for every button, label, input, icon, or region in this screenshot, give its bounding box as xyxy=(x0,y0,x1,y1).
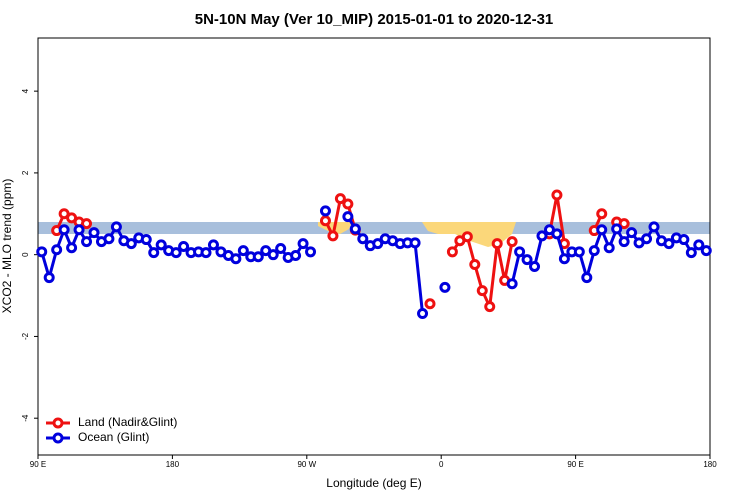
data-point xyxy=(409,237,421,249)
data-point xyxy=(148,247,160,259)
data-point xyxy=(529,261,541,273)
data-point xyxy=(417,308,429,320)
data-point xyxy=(103,233,115,245)
data-point xyxy=(551,189,563,201)
data-point xyxy=(230,253,242,265)
data-point xyxy=(558,253,570,265)
plot-frame xyxy=(37,37,711,456)
y-tick-label: 4 xyxy=(21,88,30,93)
x-tick-label: 90 E xyxy=(30,460,46,469)
data-point xyxy=(140,234,152,246)
data-point xyxy=(536,230,548,242)
data-point xyxy=(685,247,697,259)
data-point xyxy=(349,223,361,235)
data-point xyxy=(663,238,675,250)
data-point xyxy=(603,242,615,254)
data-point xyxy=(506,278,518,290)
data-point xyxy=(596,224,608,236)
y-tick-label: -2 xyxy=(21,332,30,340)
data-point xyxy=(319,215,331,227)
data-point xyxy=(237,245,249,257)
x-tick-label: 90 E xyxy=(567,460,583,469)
y-axis-label: XCO2 - MLO trend (ppm) xyxy=(0,179,14,314)
data-point xyxy=(611,223,623,235)
data-point xyxy=(305,246,317,258)
data-point xyxy=(342,211,354,223)
data-point xyxy=(596,208,608,220)
data-point xyxy=(252,251,264,263)
data-point xyxy=(641,233,653,245)
data-point xyxy=(618,236,630,248)
data-point xyxy=(342,198,354,210)
y-tick-label: -4 xyxy=(21,414,30,422)
data-point xyxy=(334,193,346,205)
data-point xyxy=(521,254,533,266)
data-point xyxy=(491,238,503,250)
data-point xyxy=(275,243,287,255)
data-point xyxy=(476,285,488,297)
data-point xyxy=(484,301,496,313)
data-point xyxy=(267,249,279,261)
x-tick-label: 180 xyxy=(166,460,180,469)
reference-band xyxy=(38,222,710,234)
legend-marker xyxy=(52,417,64,429)
data-point xyxy=(43,272,55,284)
x-tick-label: 90 W xyxy=(297,460,316,469)
data-point xyxy=(648,221,660,233)
data-point xyxy=(110,221,122,233)
data-point xyxy=(439,281,451,293)
data-point xyxy=(51,244,63,256)
x-tick-label: 180 xyxy=(703,460,717,469)
data-point xyxy=(700,245,712,257)
data-point xyxy=(297,238,309,250)
y-tick-label: 2 xyxy=(21,170,30,175)
x-axis-label: Longitude (deg E) xyxy=(326,476,421,490)
data-point xyxy=(469,258,481,270)
data-point xyxy=(506,236,518,248)
data-point xyxy=(581,272,593,284)
data-point xyxy=(446,246,458,258)
data-point xyxy=(88,227,100,239)
legend-label: Land (Nadir&Glint) xyxy=(78,415,177,429)
y-tick-label: 0 xyxy=(21,252,30,257)
data-point xyxy=(125,238,137,250)
legend-marker xyxy=(52,432,64,444)
data-point xyxy=(178,241,190,252)
data-point xyxy=(170,247,182,259)
chart-title: 5N-10N May (Ver 10_MIP) 2015-01-01 to 20… xyxy=(195,11,554,28)
data-point xyxy=(36,246,48,258)
data-point xyxy=(66,242,78,254)
data-point xyxy=(588,245,600,257)
data-point xyxy=(327,230,339,242)
data-point xyxy=(573,246,585,258)
data-point xyxy=(58,224,70,236)
data-point xyxy=(693,239,705,251)
data-point xyxy=(551,228,563,240)
data-point xyxy=(207,239,219,251)
data-point xyxy=(319,205,331,217)
data-point xyxy=(357,233,369,245)
data-point xyxy=(461,231,473,243)
data-point xyxy=(155,239,167,251)
legend-label: Ocean (Glint) xyxy=(78,430,149,444)
data-point xyxy=(618,218,630,230)
data-point xyxy=(290,249,302,261)
data-point xyxy=(73,224,85,236)
data-point xyxy=(81,236,93,248)
data-point xyxy=(81,218,93,230)
x-tick-label: 0 xyxy=(439,460,444,469)
data-point xyxy=(678,234,690,246)
data-point xyxy=(200,247,212,259)
data-point xyxy=(514,246,526,258)
data-point xyxy=(372,238,384,250)
data-point xyxy=(626,227,638,239)
data-point xyxy=(424,298,436,310)
